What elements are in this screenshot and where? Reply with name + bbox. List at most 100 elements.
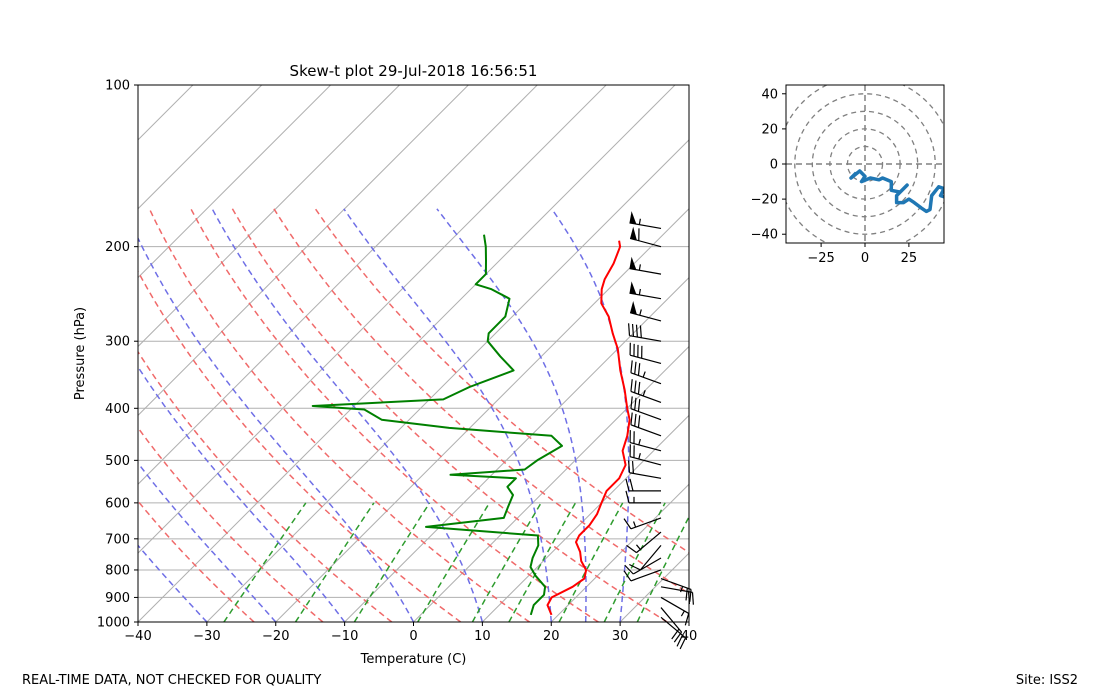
x-axis-label: Temperature (C) [360, 652, 467, 667]
wind-barb-staff [629, 456, 662, 466]
wind-barb-flag [673, 631, 683, 643]
wind-barb [629, 342, 662, 365]
site-label: Site: ISS2 [1015, 673, 1078, 688]
wind-barb-flag [629, 563, 641, 571]
wind-barb [660, 596, 690, 626]
wind-barb-halfflag [638, 288, 641, 295]
moist-adiabat [343, 208, 553, 622]
wind-barb-pennant [630, 301, 637, 315]
mixing-ratio-line [417, 502, 491, 622]
y-tick-label: 900 [105, 591, 130, 606]
wind-barb-flag [634, 361, 637, 375]
isotherm-gridline [138, 85, 400, 348]
wind-barb-staff [630, 569, 662, 582]
wind-barb-halfflag [679, 586, 684, 593]
hodograph-x-tick-label: 0 [861, 251, 869, 266]
wind-barb-staff [629, 441, 662, 452]
dewpoint-profile [311, 234, 563, 616]
mixing-ratio-line [353, 502, 431, 622]
wind-barb-flag [628, 460, 631, 473]
mixing-ratio-line [223, 502, 307, 622]
isotherm-gridline [619, 552, 689, 622]
quality-disclaimer: REAL-TIME DATA, NOT CHECKED FOR QUALITY [22, 673, 322, 688]
wind-barb [625, 478, 661, 492]
wind-barb-staff [660, 596, 690, 614]
wind-barb [630, 379, 662, 403]
hodograph-y-tick-label: 40 [761, 87, 778, 102]
y-tick-label: 100 [105, 79, 130, 94]
y-tick-label: 600 [105, 496, 130, 511]
wind-barb [629, 226, 662, 248]
y-tick-label: 400 [105, 402, 130, 417]
wind-barb-flag [631, 461, 635, 474]
wind-barb-staff [629, 292, 662, 300]
hodograph-y-tick-label: −20 [751, 193, 778, 208]
wind-barb [624, 557, 662, 575]
dry-adiabat [148, 208, 531, 622]
wind-barb-halfflag [638, 453, 641, 460]
wind-barb-pennant [629, 281, 637, 295]
dry-adiabat [273, 208, 689, 595]
wind-barb-pennant [630, 226, 637, 241]
wind-barb-flag [625, 478, 630, 492]
wind-barb-flag [685, 588, 688, 601]
wind-barb-flag [679, 637, 687, 650]
wind-barb-flag [691, 592, 694, 605]
wind-barb-flag [689, 589, 692, 602]
y-axis-label: Pressure (hPa) [73, 307, 88, 400]
skew-t-axes: −40 −30 −20 −10 0 10 20 30 40 100 200 300 400 500 600 7… [73, 62, 697, 667]
wind-barb-pennant [629, 211, 637, 225]
wind-barb-flag [637, 399, 641, 412]
hodograph-y-tick-label: 0 [770, 158, 778, 173]
wind-barb [660, 577, 692, 602]
y-tick-label: 500 [105, 454, 130, 469]
moist-adiabat [436, 208, 587, 622]
wind-barb-staff [629, 472, 662, 479]
moist-adiabat [138, 461, 277, 622]
dry-adiabat [231, 208, 668, 622]
wind-barb [628, 323, 662, 342]
wind-barb [623, 569, 662, 582]
wind-barb-staff [629, 335, 662, 342]
isotherm-gridline [206, 139, 689, 622]
wind-barb-flag [623, 570, 632, 582]
wind-barb-flag [634, 380, 637, 393]
wind-barb-flag [635, 324, 638, 338]
wind-barb-pennant [629, 256, 637, 270]
wind-barb-halfflag [642, 390, 646, 397]
x-tick-label: −40 [124, 629, 151, 644]
isotherm-gridline [138, 85, 607, 554]
wind-barb-flag [623, 518, 632, 530]
wind-barb-staff [629, 222, 662, 230]
wind-barb-halfflag [639, 309, 642, 316]
wind-barb [629, 301, 662, 322]
dry-adiabat [314, 208, 689, 554]
hodograph-plot-area [786, 85, 944, 243]
wind-barb [630, 412, 662, 437]
wind-barb [629, 430, 662, 452]
hodograph-y-tick-label: 20 [761, 122, 778, 137]
moist-adiabat [138, 365, 346, 622]
wind-barb-flag [637, 381, 641, 395]
wind-barb [629, 256, 662, 275]
mixing-ratio-line [558, 502, 624, 622]
wind-barb [629, 444, 662, 466]
wind-barb [626, 531, 662, 554]
wind-barb-staff [632, 557, 662, 575]
moist-adiabat [138, 236, 415, 622]
wind-barb-flag [634, 413, 637, 427]
wind-barb-flag [628, 323, 631, 336]
wind-barb-staff [660, 577, 692, 591]
y-tick-label: 200 [105, 240, 130, 255]
wind-barb-flag [624, 564, 634, 575]
wind-barb [629, 545, 662, 571]
x-tick-label: 20 [543, 629, 560, 644]
wind-barb-halfflag [633, 521, 637, 528]
wind-barb [625, 490, 661, 504]
chart-title: Skew-t plot 29-Jul-2018 16:56:51 [290, 62, 538, 80]
wind-barb-flag [630, 396, 633, 409]
wind-barb-flag [630, 360, 633, 373]
hodograph-chart: −25 0 25 40 20 0 −20 −40 [751, 84, 945, 266]
hodograph-x-tick-label: −25 [807, 251, 834, 266]
